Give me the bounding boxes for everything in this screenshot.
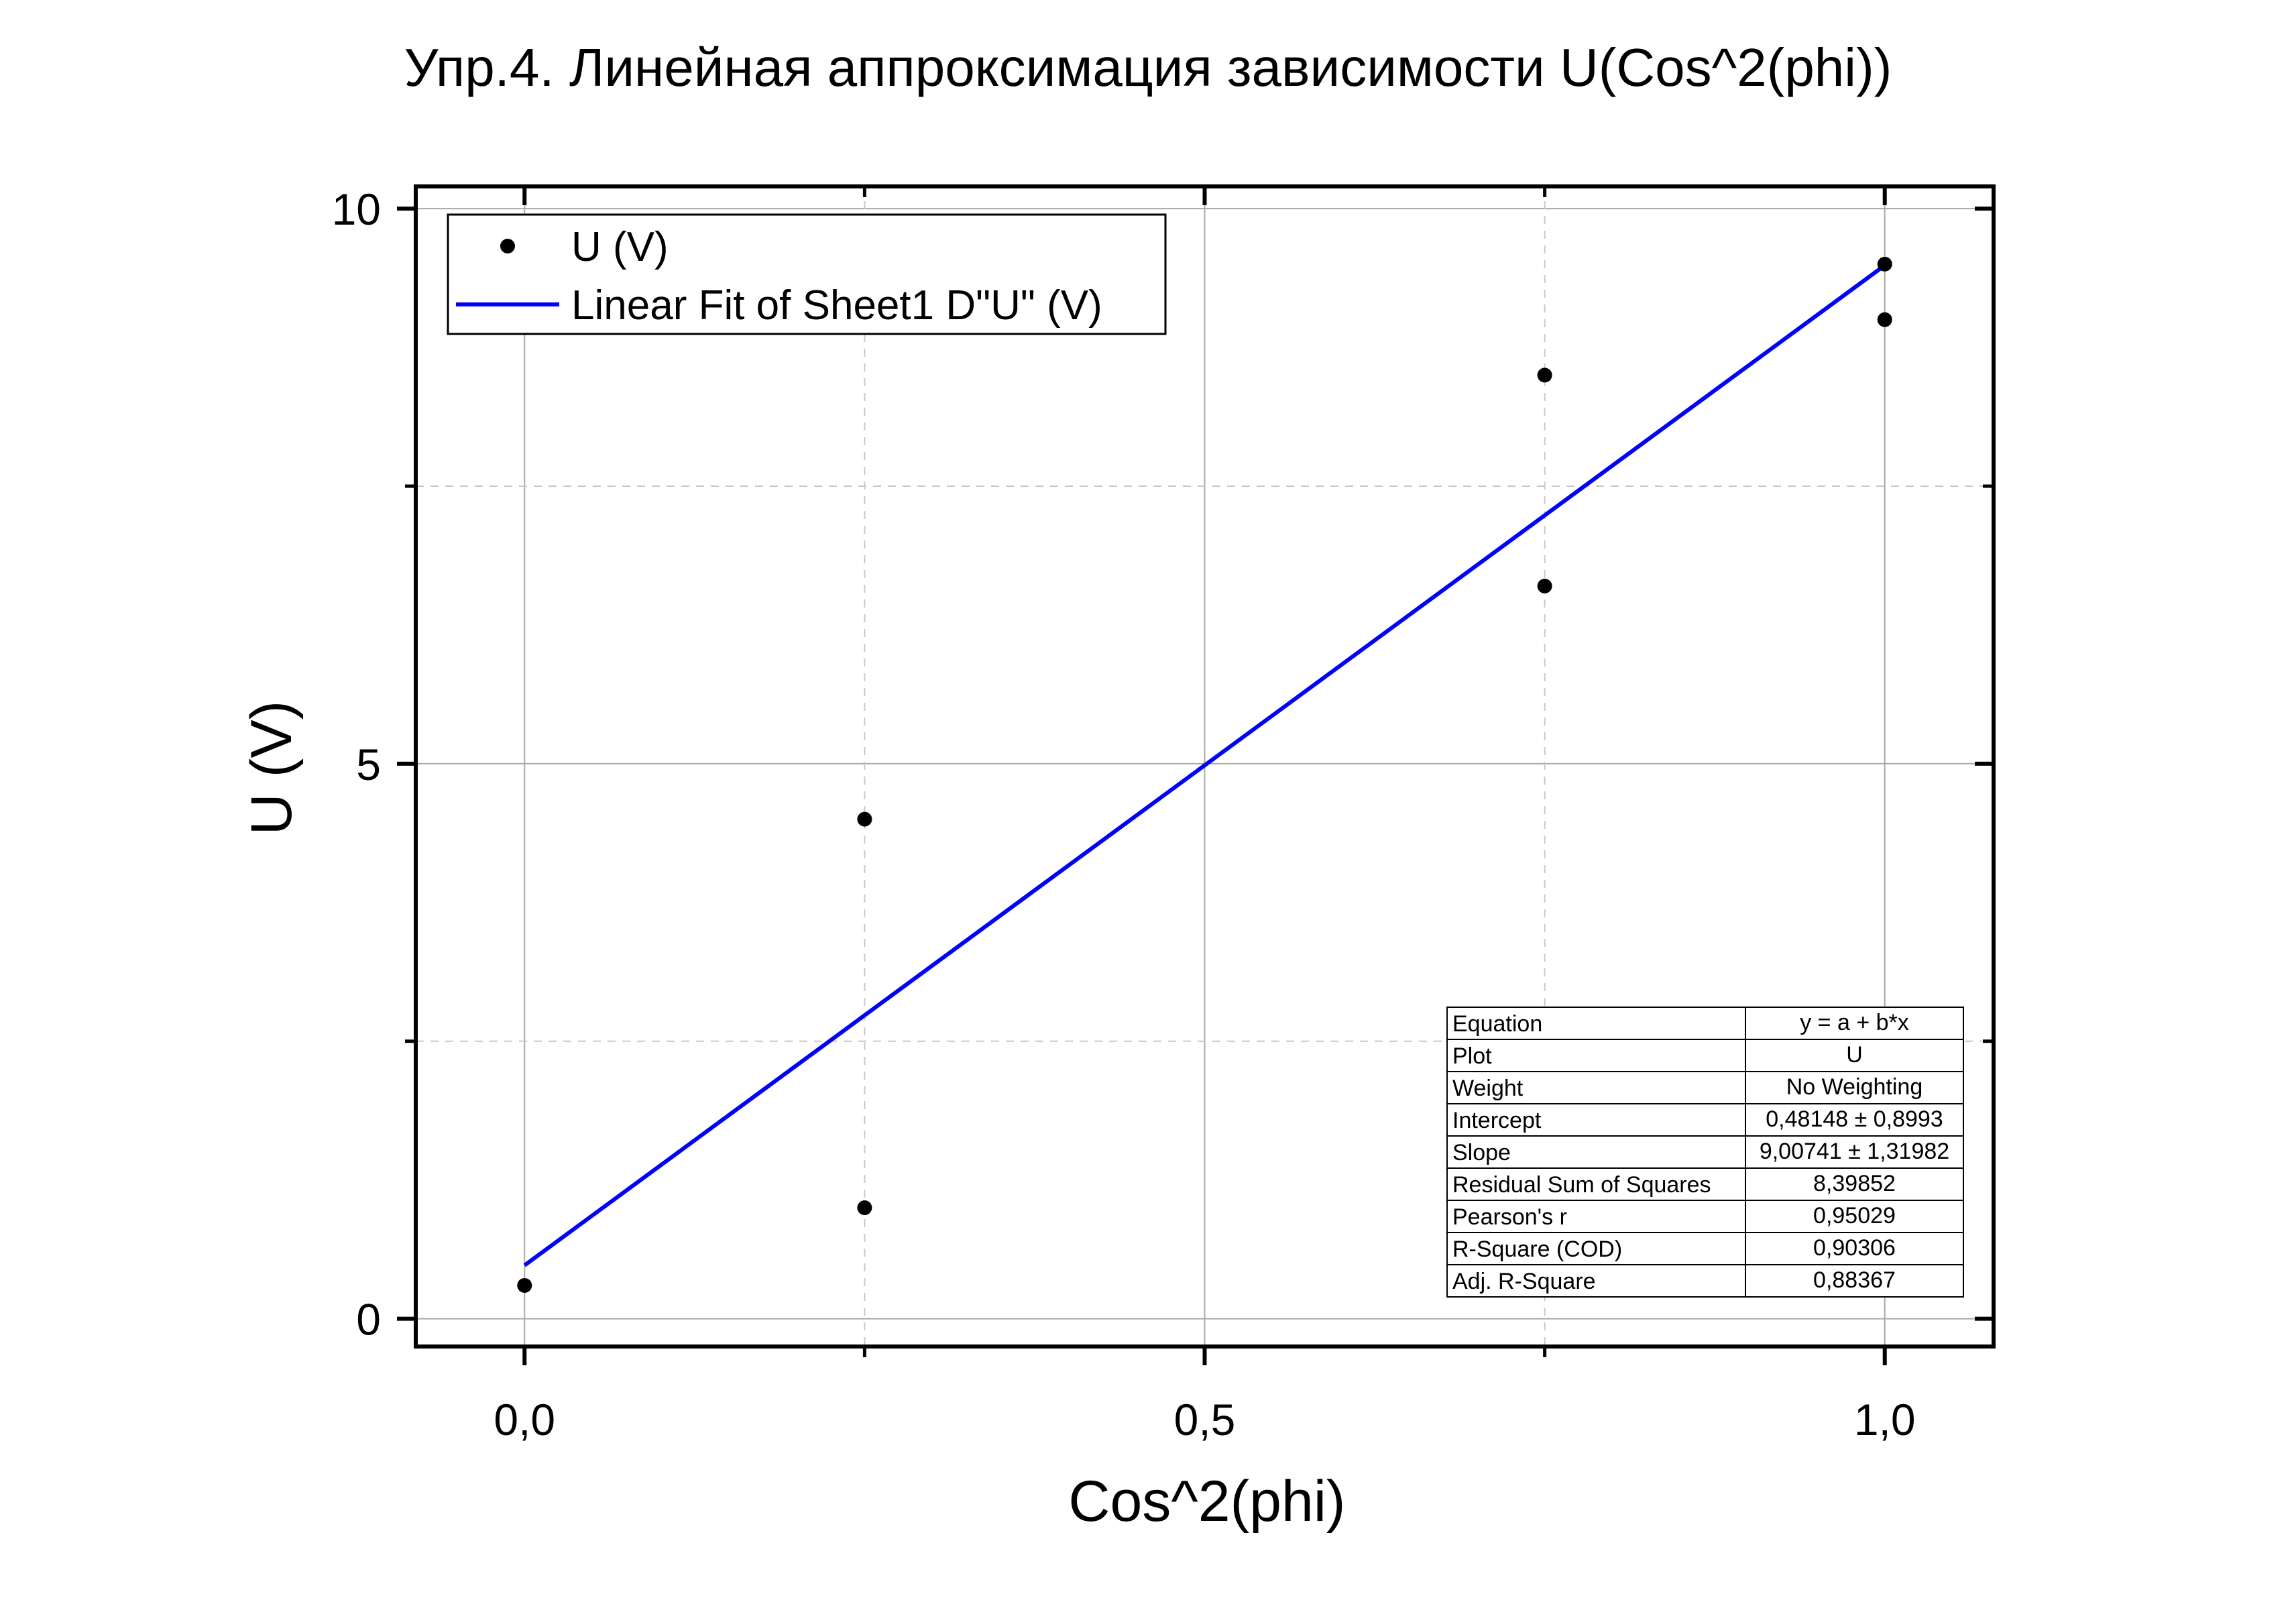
table-row-value: y = a + b*x xyxy=(1800,1010,1909,1035)
x-axis-label: Cos^2(phi) xyxy=(1068,1469,1345,1534)
y-tick-label: 5 xyxy=(356,740,381,789)
table-row-value: No Weighting xyxy=(1786,1074,1923,1100)
data-point xyxy=(517,1277,532,1293)
chart-title: Упр.4. Линейная аппроксимация зависимост… xyxy=(404,38,1892,97)
data-point xyxy=(1877,312,1892,327)
table-row-value: 0,48148 ± 0,8993 xyxy=(1766,1106,1943,1132)
data-point xyxy=(857,811,872,827)
fit-line-group xyxy=(523,264,1886,1267)
table-row-label: R-Square (COD) xyxy=(1452,1237,1622,1262)
legend-box xyxy=(447,213,1167,335)
data-point xyxy=(857,1200,872,1216)
data-point xyxy=(1537,578,1552,593)
legend: U (V) Linear Fit of Sheet1 D"U" (V) xyxy=(447,213,1167,335)
table-row-value: 0,90306 xyxy=(1813,1235,1896,1261)
axis-ticks: 0,0 0,5 1,0 0 5 10 xyxy=(332,184,1994,1444)
table-row-label: Equation xyxy=(1452,1011,1542,1037)
table-row-value: 0,88367 xyxy=(1813,1267,1896,1293)
table-row-label: Pearson's r xyxy=(1452,1204,1567,1230)
table-row-label: Weight xyxy=(1452,1076,1524,1101)
table-row-label: Plot xyxy=(1452,1043,1492,1069)
table-frame xyxy=(1446,1007,1964,1298)
table-row-label: Intercept xyxy=(1452,1108,1542,1133)
y-tick-label: 0 xyxy=(356,1295,381,1344)
y-tick-label: 10 xyxy=(332,184,381,234)
table-row-value: U xyxy=(1846,1042,1863,1068)
x-tick-label: 0,5 xyxy=(1174,1395,1236,1444)
table-row-value: 8,39852 xyxy=(1813,1171,1896,1196)
x-tick-label: 0,0 xyxy=(494,1395,555,1444)
legend-marker-points xyxy=(500,239,515,253)
fit-line xyxy=(523,264,1886,1267)
table-row-label: Slope xyxy=(1452,1140,1511,1165)
fit-results-table: Equation y = a + b*x Plot U Weight No Weighti… xyxy=(1446,1007,1964,1298)
legend-label-fit: Linear Fit of Sheet1 D"U" (V) xyxy=(571,282,1102,329)
data-points xyxy=(517,256,1892,1293)
y-axis-label: U (V) xyxy=(239,701,304,836)
data-point xyxy=(1877,256,1892,272)
legend-label-points: U (V) xyxy=(571,224,669,270)
table-row-label: Residual Sum of Squares xyxy=(1452,1172,1711,1198)
table-row-value: 9,00741 ± 1,31982 xyxy=(1760,1139,1949,1164)
table-row-value: 0,95029 xyxy=(1813,1203,1896,1228)
data-point xyxy=(1537,367,1552,383)
x-tick-label: 1,0 xyxy=(1854,1395,1916,1444)
table-row-label: Adj. R-Square xyxy=(1452,1269,1596,1294)
